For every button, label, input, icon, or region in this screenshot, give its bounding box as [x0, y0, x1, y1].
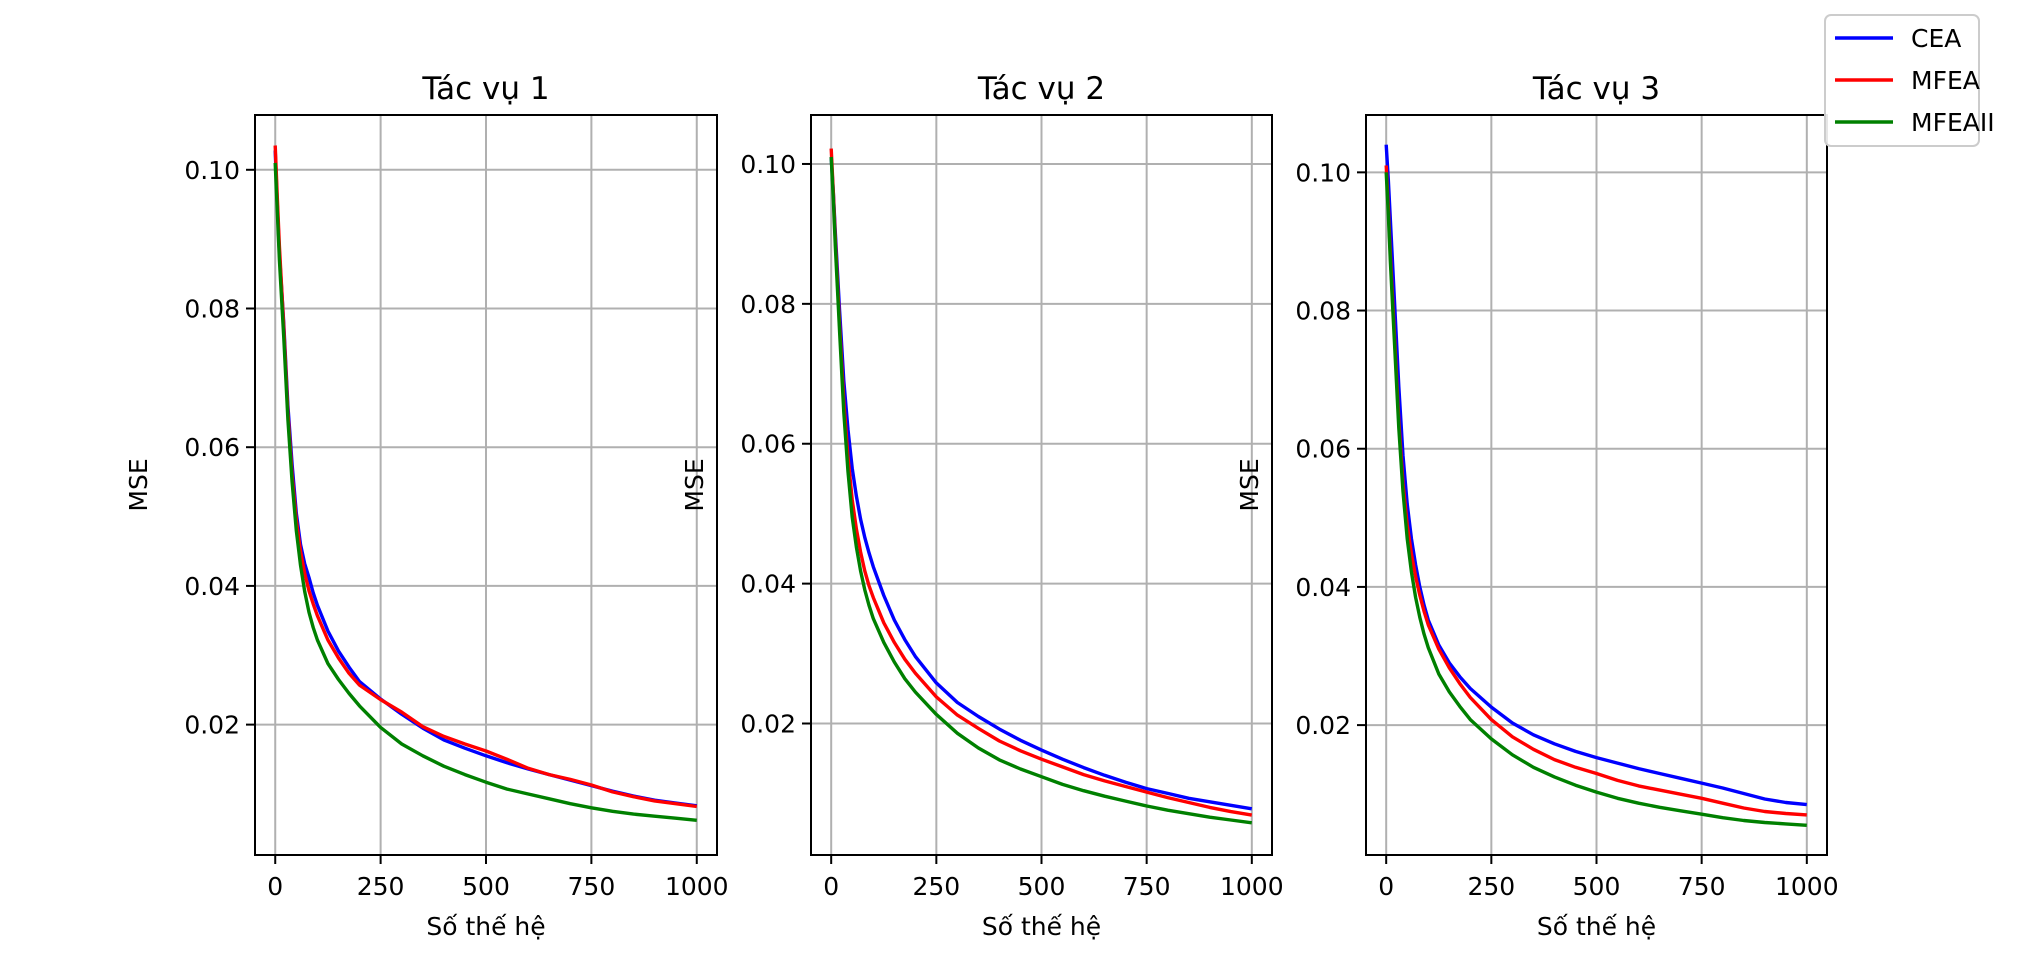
legend-label: CEA	[1911, 24, 1961, 53]
legend-entry-cea: CEA	[1835, 24, 1961, 53]
y-tick-label: 0.10	[1295, 158, 1351, 187]
x-tick-label: 750	[1678, 872, 1726, 901]
series-line-cea	[829, 156, 1253, 811]
series-line-mfeaii	[829, 156, 1253, 825]
x-axis-label: Số thế hệ	[426, 912, 545, 941]
legend-label: MFEAII	[1911, 108, 1995, 137]
x-tick-label: 1000	[1220, 872, 1284, 901]
series-line-mfeaii	[273, 162, 697, 822]
x-tick-label: 1000	[665, 872, 729, 901]
y-tick-label: 0.04	[184, 572, 240, 601]
y-tick-label: 0.06	[1295, 435, 1351, 464]
x-axis-label: Số thế hệ	[1537, 912, 1656, 941]
x-tick-label: 0	[1378, 872, 1394, 901]
y-tick-label: 0.04	[1295, 573, 1351, 602]
subplot-2: 0 250 500 750 1000 0.02 0.04 0.06 0.08 0.10 Tác vụ…	[680, 71, 1284, 941]
y-tick-label: 0.02	[1295, 711, 1351, 740]
series-line-mfeaii	[1384, 172, 1807, 827]
x-tick-label: 0	[823, 872, 839, 901]
x-tick-label: 500	[1573, 872, 1621, 901]
y-axis-label: MSE	[680, 458, 709, 511]
y-tick-label: 0.06	[740, 430, 796, 459]
subplot-3: 0 250 500 750 1000 0.02 0.04 0.06 0.08 0.10 Tác vụ…	[1235, 71, 1839, 941]
subplot-title: Tác vụ 3	[1532, 71, 1660, 107]
legend-entry-mfeaii: MFEAII	[1835, 108, 1995, 137]
subplot-1: 0 250 500 750 1000 0.02 0.04 0.06 0.08 0.10 Tác vụ…	[124, 71, 729, 941]
y-tick-label: 0.10	[740, 150, 796, 179]
x-tick-label: 750	[1123, 872, 1171, 901]
x-tick-label: 500	[462, 872, 510, 901]
legend-entry-mfea: MFEA	[1835, 66, 1980, 95]
legend-label: MFEA	[1911, 66, 1980, 95]
y-tick-label: 0.08	[740, 290, 796, 319]
y-tick-label: 0.08	[184, 294, 240, 323]
y-tick-label: 0.08	[1295, 297, 1351, 326]
y-tick-label: 0.06	[184, 433, 240, 462]
legend-box	[1824, 14, 1980, 147]
subplot-title: Tác vụ 2	[977, 71, 1105, 107]
x-tick-label: 250	[912, 872, 960, 901]
x-tick-label: 0	[267, 872, 283, 901]
x-tick-label: 250	[1467, 872, 1515, 901]
y-tick-label: 0.02	[740, 710, 796, 739]
x-tick-label: 750	[568, 872, 616, 901]
x-tick-label: 1000	[1775, 872, 1839, 901]
y-tick-label: 0.10	[184, 156, 240, 185]
y-axis-label: MSE	[1235, 458, 1264, 511]
legend: CEA MFEA MFEAII	[1824, 14, 1995, 147]
y-axis-label: MSE	[124, 458, 153, 511]
x-tick-label: 500	[1018, 872, 1066, 901]
subplot-title: Tác vụ 1	[421, 71, 549, 107]
y-tick-label: 0.04	[740, 570, 796, 599]
series-line-cea	[1384, 144, 1807, 807]
y-tick-label: 0.02	[184, 711, 240, 740]
x-tick-label: 250	[357, 872, 405, 901]
x-axis-label: Số thế hệ	[982, 912, 1101, 941]
